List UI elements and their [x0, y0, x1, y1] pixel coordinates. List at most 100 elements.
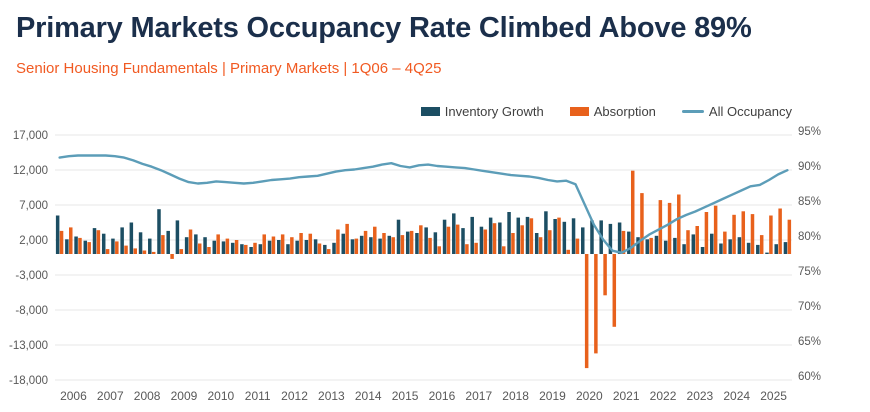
- svg-text:-18,000: -18,000: [9, 375, 48, 387]
- bar: [442, 219, 447, 254]
- bar: [428, 237, 432, 254]
- bar: [359, 235, 364, 254]
- bar: [630, 170, 635, 254]
- bar: [271, 236, 276, 254]
- bar: [627, 231, 631, 254]
- svg-text:2012: 2012: [281, 389, 308, 403]
- bar: [765, 252, 769, 254]
- bar: [713, 205, 718, 254]
- svg-text:2017: 2017: [465, 389, 492, 403]
- bar: [120, 227, 124, 254]
- bar: [138, 232, 143, 254]
- bar: [544, 211, 548, 254]
- bar: [87, 242, 91, 254]
- bar: [369, 237, 373, 254]
- bar: [516, 217, 521, 254]
- svg-text:17,000: 17,000: [13, 130, 48, 142]
- x-axis-labels: 2006 2007 2008 2009 2010 2011 2012 2013 2014 2015…: [60, 389, 787, 403]
- bar: [783, 242, 788, 254]
- bar: [332, 242, 336, 254]
- bar: [400, 235, 405, 254]
- bar: [151, 251, 156, 254]
- bar: [230, 242, 235, 254]
- bar: [175, 220, 180, 254]
- bar: [295, 240, 299, 254]
- bar: [723, 231, 727, 254]
- bar: [419, 225, 423, 254]
- bar: [409, 230, 414, 254]
- svg-text:2013: 2013: [318, 389, 345, 403]
- svg-text:2016: 2016: [429, 389, 456, 403]
- bar: [709, 233, 714, 254]
- bar: [267, 240, 272, 254]
- bar: [700, 247, 705, 254]
- bar: [225, 238, 230, 254]
- legend-label: Inventory Growth: [444, 104, 544, 119]
- bar: [157, 209, 161, 254]
- svg-text:2020: 2020: [576, 389, 603, 403]
- inventory-growth-bars: [55, 209, 788, 254]
- svg-text:2009: 2009: [171, 389, 198, 403]
- bar: [612, 254, 617, 327]
- bar: [304, 240, 309, 254]
- right-axis-labels: 95% 90% 85% 80% 75% 70% 65% 60%: [798, 126, 821, 383]
- chart-subtitle: Senior Housing Fundamentals | Primary Ma…: [16, 60, 442, 77]
- bar: [378, 238, 382, 254]
- bar: [179, 249, 184, 254]
- legend-label: Absorption: [593, 104, 656, 119]
- bar: [492, 223, 497, 254]
- bar: [741, 211, 746, 254]
- svg-text:2010: 2010: [207, 389, 234, 403]
- svg-text:2018: 2018: [502, 389, 529, 403]
- legend-label: All Occupancy: [708, 104, 792, 119]
- bar: [498, 222, 502, 254]
- bar: [686, 230, 690, 254]
- svg-text:85%: 85%: [798, 196, 821, 208]
- svg-text:95%: 95%: [798, 126, 821, 138]
- bar: [575, 238, 580, 254]
- svg-text:2006: 2006: [60, 389, 87, 403]
- bar: [212, 240, 217, 254]
- bar: [363, 230, 368, 254]
- bar: [677, 194, 681, 254]
- chart-legend: Inventory Growth Absorption All Occupanc…: [420, 104, 792, 119]
- inventory-growth-swatch-icon: [420, 107, 440, 116]
- bar: [787, 219, 792, 254]
- bar: [566, 249, 570, 254]
- bar: [548, 230, 552, 254]
- svg-text:-8,000: -8,000: [15, 305, 48, 317]
- bar: [234, 240, 239, 254]
- bar: [732, 214, 736, 254]
- bar: [511, 233, 515, 254]
- svg-text:2022: 2022: [650, 389, 677, 403]
- legend-item-inventory-growth: Inventory Growth: [420, 104, 544, 119]
- bar: [92, 228, 97, 254]
- bar: [336, 229, 340, 254]
- bar: [571, 218, 576, 254]
- bar: [645, 239, 649, 254]
- bar: [704, 212, 709, 254]
- svg-text:2025: 2025: [760, 389, 787, 403]
- bar: [617, 222, 622, 254]
- bar: [737, 237, 742, 254]
- bar: [105, 249, 110, 254]
- bar: [557, 217, 561, 254]
- bar: [129, 222, 134, 254]
- bar: [396, 219, 401, 254]
- svg-text:60%: 60%: [798, 371, 821, 383]
- bar: [326, 249, 331, 254]
- bar: [69, 227, 73, 254]
- svg-text:70%: 70%: [798, 301, 821, 313]
- svg-text:2,000: 2,000: [19, 235, 48, 247]
- bar: [488, 217, 493, 254]
- bar: [474, 242, 478, 254]
- bar: [695, 226, 699, 254]
- bar: [170, 254, 174, 259]
- bar: [373, 226, 377, 254]
- svg-text:7,000: 7,000: [19, 200, 48, 212]
- bar: [525, 216, 530, 254]
- svg-text:2019: 2019: [539, 389, 566, 403]
- svg-text:90%: 90%: [798, 161, 821, 173]
- bar: [391, 237, 395, 254]
- bar: [83, 240, 88, 254]
